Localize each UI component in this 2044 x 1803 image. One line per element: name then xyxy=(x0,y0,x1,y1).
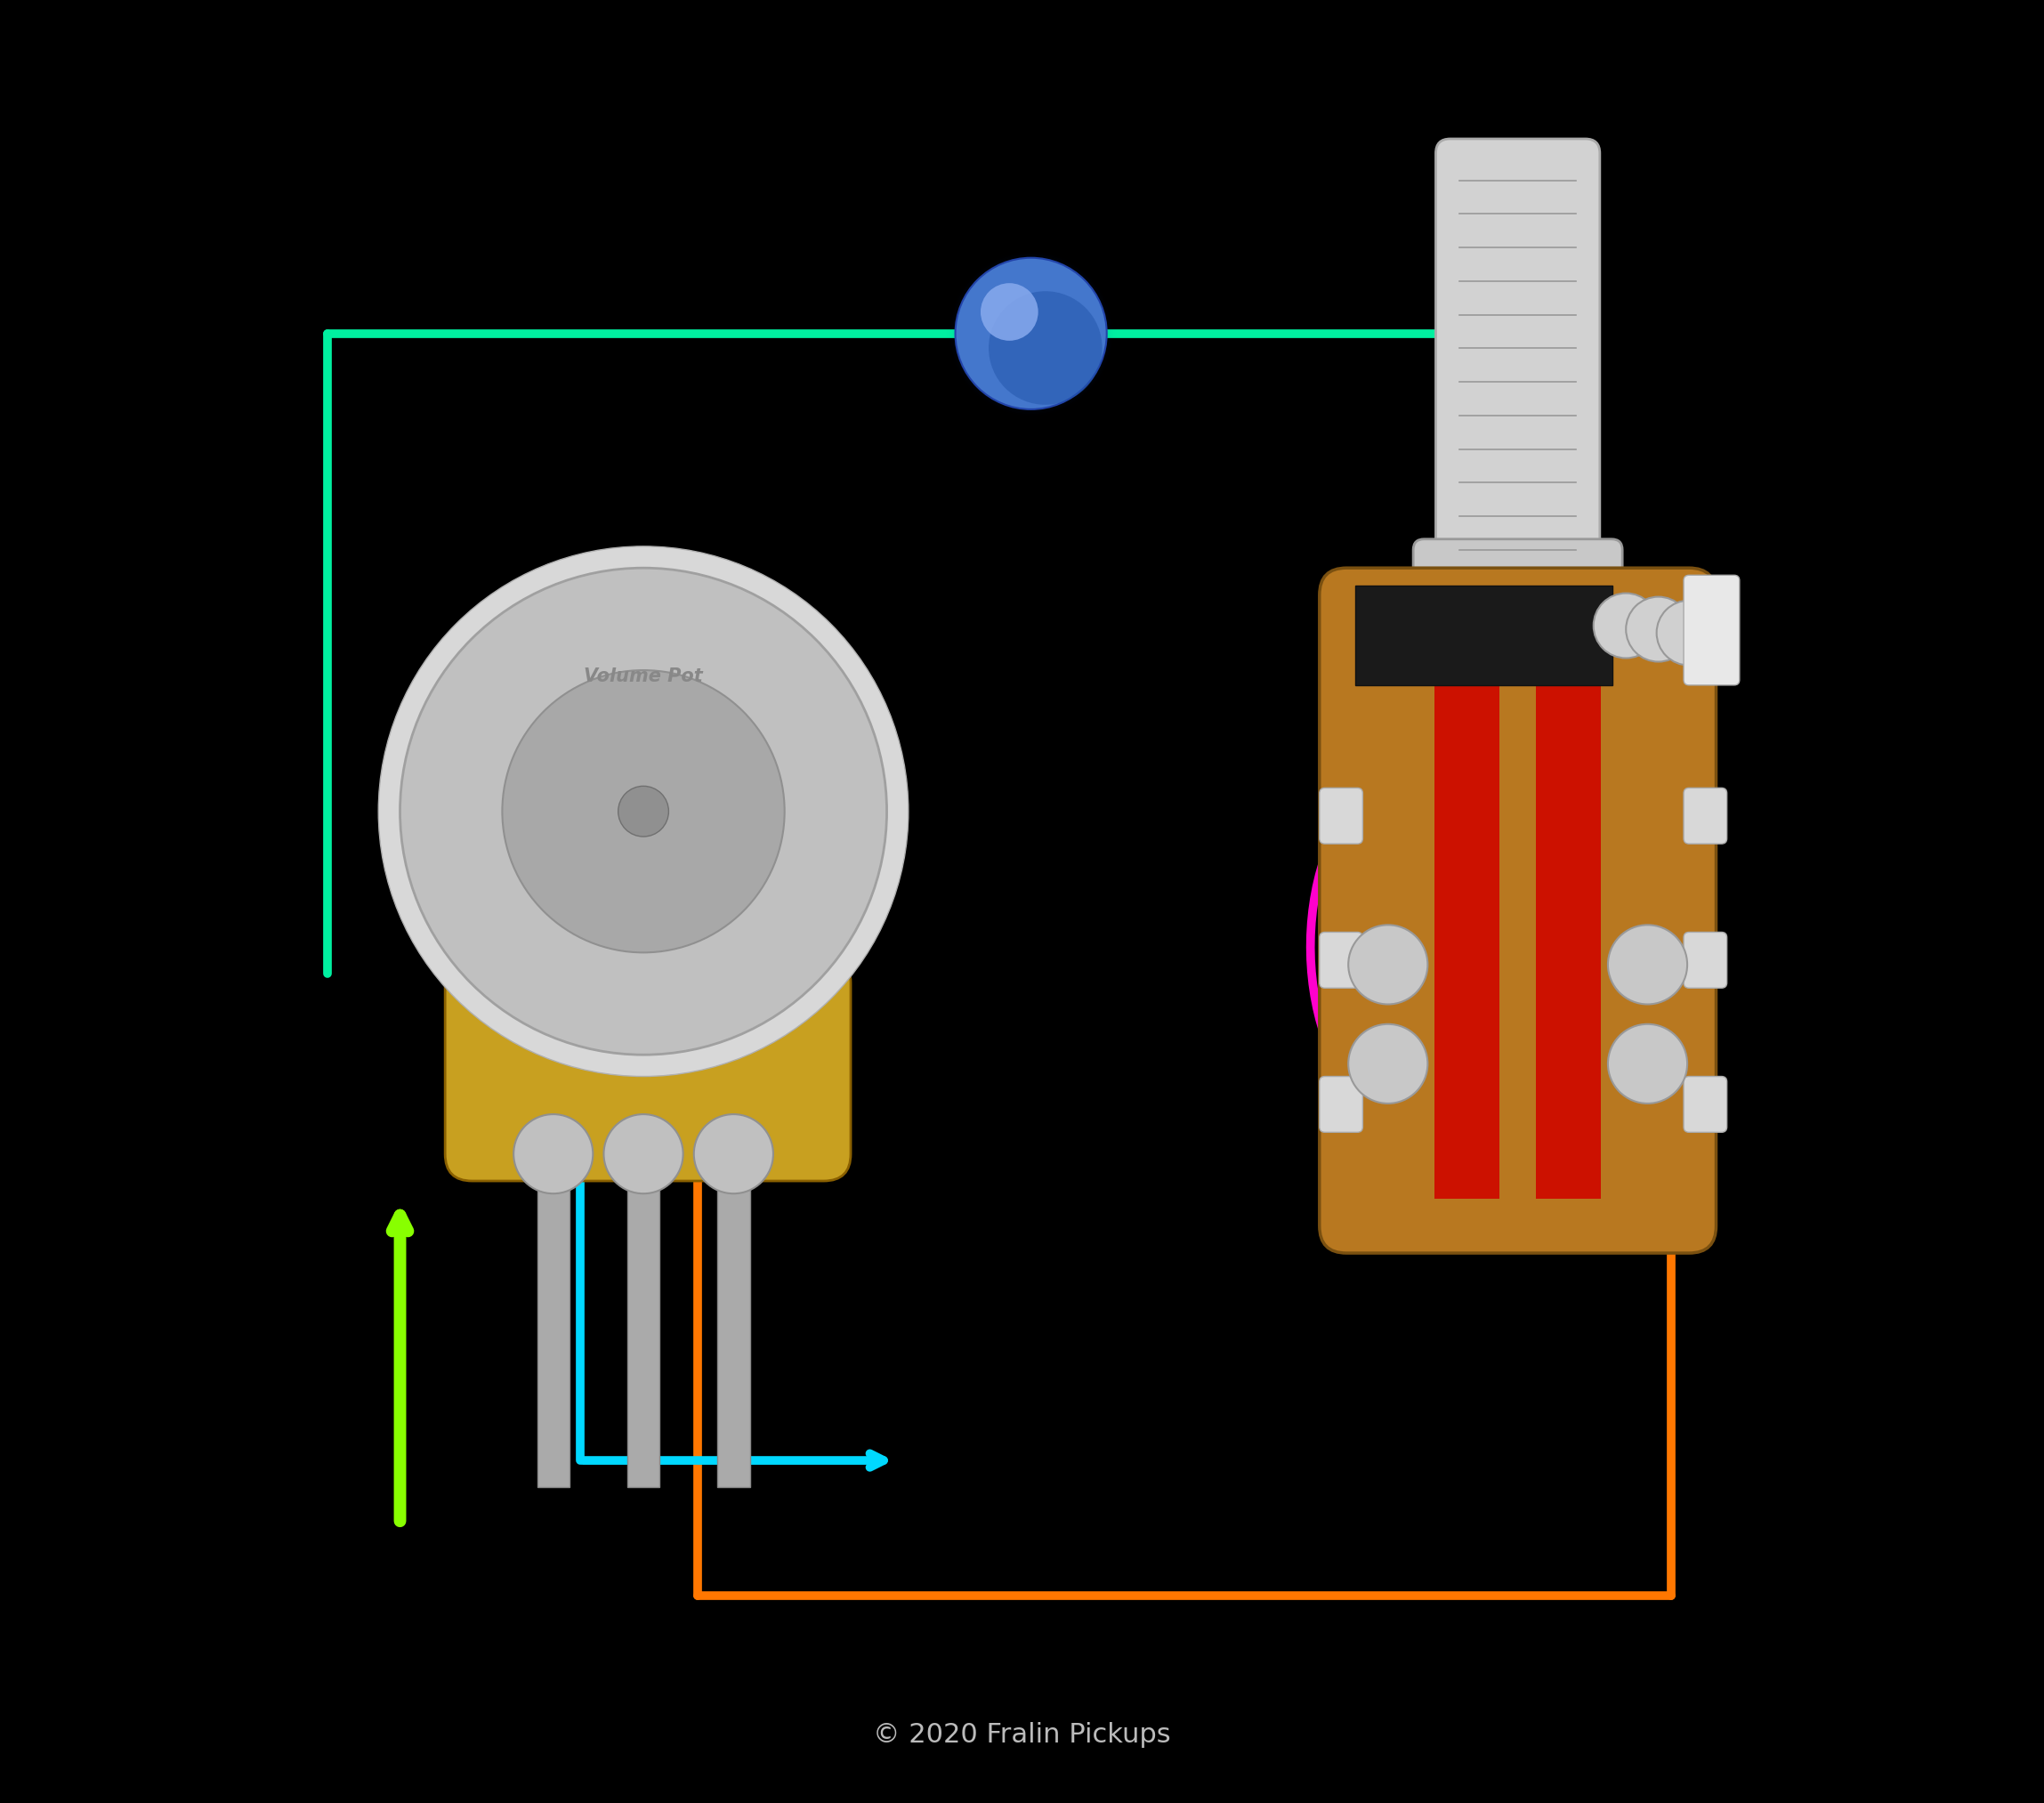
Text: © 2020 Fralin Pickups: © 2020 Fralin Pickups xyxy=(873,1722,1171,1747)
Circle shape xyxy=(401,568,887,1055)
FancyBboxPatch shape xyxy=(1412,539,1623,624)
Circle shape xyxy=(513,1114,593,1194)
Circle shape xyxy=(378,546,908,1076)
Circle shape xyxy=(603,1114,683,1194)
FancyBboxPatch shape xyxy=(1435,139,1600,591)
FancyBboxPatch shape xyxy=(1320,788,1363,844)
Circle shape xyxy=(1349,1024,1427,1103)
Circle shape xyxy=(981,283,1038,341)
FancyBboxPatch shape xyxy=(1684,788,1727,844)
Bar xyxy=(1355,586,1613,685)
Bar xyxy=(1435,667,1500,1199)
Bar xyxy=(628,1154,660,1487)
Circle shape xyxy=(1625,597,1690,662)
FancyBboxPatch shape xyxy=(1320,568,1717,1253)
Circle shape xyxy=(1609,1024,1686,1103)
Circle shape xyxy=(503,671,785,952)
Circle shape xyxy=(989,292,1102,406)
FancyBboxPatch shape xyxy=(1684,575,1739,685)
FancyBboxPatch shape xyxy=(446,956,850,1181)
Circle shape xyxy=(1609,925,1686,1004)
Text: Volume Pot: Volume Pot xyxy=(585,667,703,685)
Bar xyxy=(717,1154,750,1487)
FancyBboxPatch shape xyxy=(1320,932,1363,988)
Circle shape xyxy=(1594,593,1658,658)
Bar xyxy=(1535,667,1600,1199)
FancyBboxPatch shape xyxy=(1320,1076,1363,1132)
Circle shape xyxy=(1656,600,1721,665)
Circle shape xyxy=(1349,925,1427,1004)
Circle shape xyxy=(693,1114,773,1194)
FancyBboxPatch shape xyxy=(1684,932,1727,988)
Circle shape xyxy=(955,258,1106,409)
Circle shape xyxy=(617,786,668,837)
Bar xyxy=(538,1154,570,1487)
FancyBboxPatch shape xyxy=(1684,1076,1727,1132)
